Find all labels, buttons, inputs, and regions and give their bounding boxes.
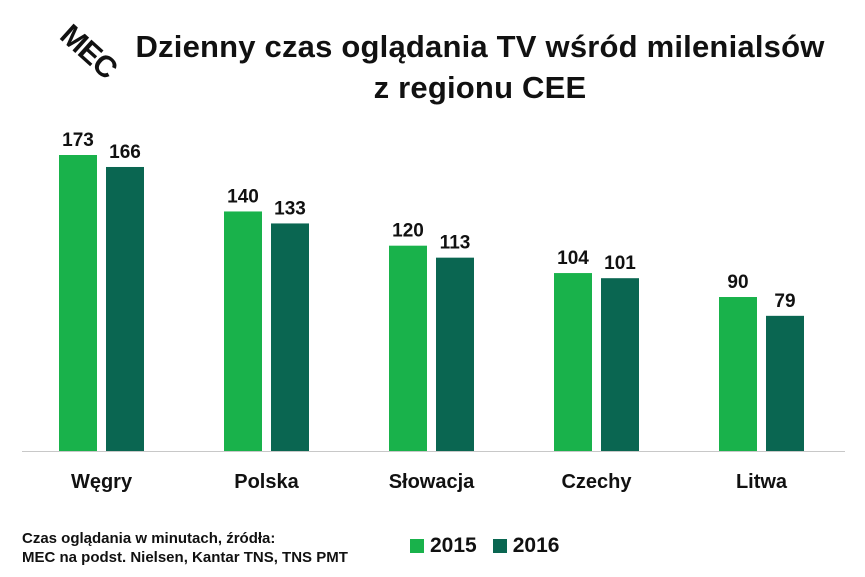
- legend-label-2016: 2016: [512, 534, 560, 557]
- data-label-2015-2: 120: [392, 221, 424, 242]
- data-label-2016-4: 79: [774, 291, 795, 312]
- chart-title: Dzienny czas oglądania TV wśród milenial…: [120, 26, 840, 108]
- bar-2016-2: [436, 257, 474, 451]
- bar-2015-1: [224, 211, 262, 451]
- legend-swatch-2015: [410, 539, 424, 553]
- source-note: Czas oglądania w minutach, źródła: MEC n…: [22, 529, 348, 567]
- data-label-2015-4: 90: [727, 272, 748, 293]
- legend: 2015 2016: [410, 534, 575, 558]
- chart-title-line-1: Dzienny czas oglądania TV wśród milenial…: [135, 29, 825, 64]
- category-label-1: Polska: [234, 471, 299, 493]
- data-label-2016-1: 133: [274, 198, 306, 219]
- category-label-0: Węgry: [71, 471, 133, 493]
- legend-item-2015: 2015: [410, 534, 477, 558]
- source-note-line-1: Czas oglądania w minutach, źródła:: [22, 530, 276, 547]
- data-label-2016-3: 101: [604, 253, 636, 274]
- chart-title-line-2: z regionu CEE: [373, 70, 587, 105]
- bar-2015-3: [554, 273, 592, 451]
- data-label-2016-2: 113: [440, 233, 471, 254]
- bar-chart: 173 166 Węgry 140 133 Polska 120 113 Słowacja 104…: [22, 130, 845, 493]
- bar-2016-0: [106, 166, 144, 452]
- category-label-4: Litwa: [736, 471, 788, 493]
- data-label-2015-0: 173: [62, 130, 94, 151]
- category-label-2: Słowacja: [389, 471, 475, 493]
- category-label-3: Czechy: [561, 471, 632, 493]
- data-label-2016-0: 166: [109, 142, 141, 163]
- data-label-2015-3: 104: [557, 248, 589, 269]
- bar-2016-1: [271, 223, 309, 451]
- bar-2016-3: [601, 278, 639, 451]
- source-note-line-2: MEC na podst. Nielsen, Kantar TNS, TNS P…: [22, 549, 348, 566]
- legend-label-2015: 2015: [430, 534, 477, 557]
- bar-2016-4: [766, 315, 804, 451]
- legend-item-2016: 2016: [492, 534, 560, 558]
- bar-2015-0: [59, 155, 97, 451]
- bar-2015-2: [389, 245, 427, 451]
- mec-logo: MEC: [54, 18, 124, 85]
- data-label-2015-1: 140: [227, 186, 259, 207]
- legend-swatch-2016: [492, 539, 507, 553]
- bar-2015-4: [719, 297, 757, 451]
